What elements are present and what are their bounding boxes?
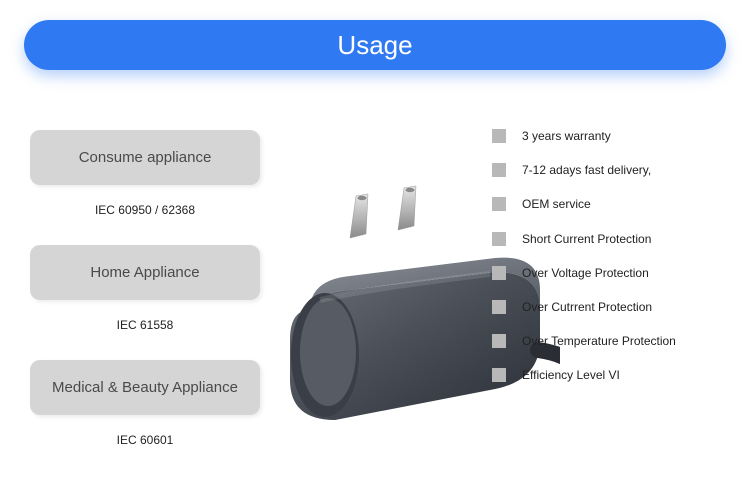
feature-text: 3 years warranty (522, 128, 611, 144)
bullet-icon (492, 163, 506, 177)
category-sub: IEC 60950 / 62368 (30, 203, 260, 217)
bullet-icon (492, 334, 506, 348)
category-column: Consume appliance IEC 60950 / 62368 Home… (30, 130, 260, 475)
category-label: Consume appliance (79, 149, 212, 166)
usage-header: Usage (24, 20, 726, 70)
category-consume: Consume appliance (30, 130, 260, 185)
feature-text: OEM service (522, 196, 591, 212)
category-label: Home Appliance (90, 264, 199, 281)
feature-text: Efficiency Level VI (522, 367, 620, 383)
category-sub: IEC 60601 (30, 433, 260, 447)
feature-text: Over Cutrrent Protection (522, 299, 652, 315)
bullet-icon (492, 232, 506, 246)
feature-text: Short Current Protection (522, 231, 651, 247)
feature-list: 3 years warranty 7-12 adays fast deliver… (492, 128, 722, 402)
bullet-icon (492, 300, 506, 314)
feature-text: Over Temperature Protection (522, 333, 676, 349)
feature-row: 3 years warranty (492, 128, 722, 144)
category-sub: IEC 61558 (30, 318, 260, 332)
feature-row: Over Cutrrent Protection (492, 299, 722, 315)
category-medical: Medical & Beauty Appliance (30, 360, 260, 415)
feature-row: 7-12 adays fast delivery, (492, 162, 722, 178)
feature-text: 7-12 adays fast delivery, (522, 162, 651, 178)
feature-row: Efficiency Level VI (492, 367, 722, 383)
feature-row: Short Current Protection (492, 231, 722, 247)
category-home: Home Appliance (30, 245, 260, 300)
bullet-icon (492, 197, 506, 211)
feature-row: OEM service (492, 196, 722, 212)
feature-text: Over Voltage Protection (522, 265, 649, 281)
category-label: Medical & Beauty Appliance (52, 379, 238, 396)
bullet-icon (492, 368, 506, 382)
feature-row: Over Voltage Protection (492, 265, 722, 281)
feature-row: Over Temperature Protection (492, 333, 722, 349)
bullet-icon (492, 129, 506, 143)
bullet-icon (492, 266, 506, 280)
usage-title: Usage (337, 30, 412, 61)
